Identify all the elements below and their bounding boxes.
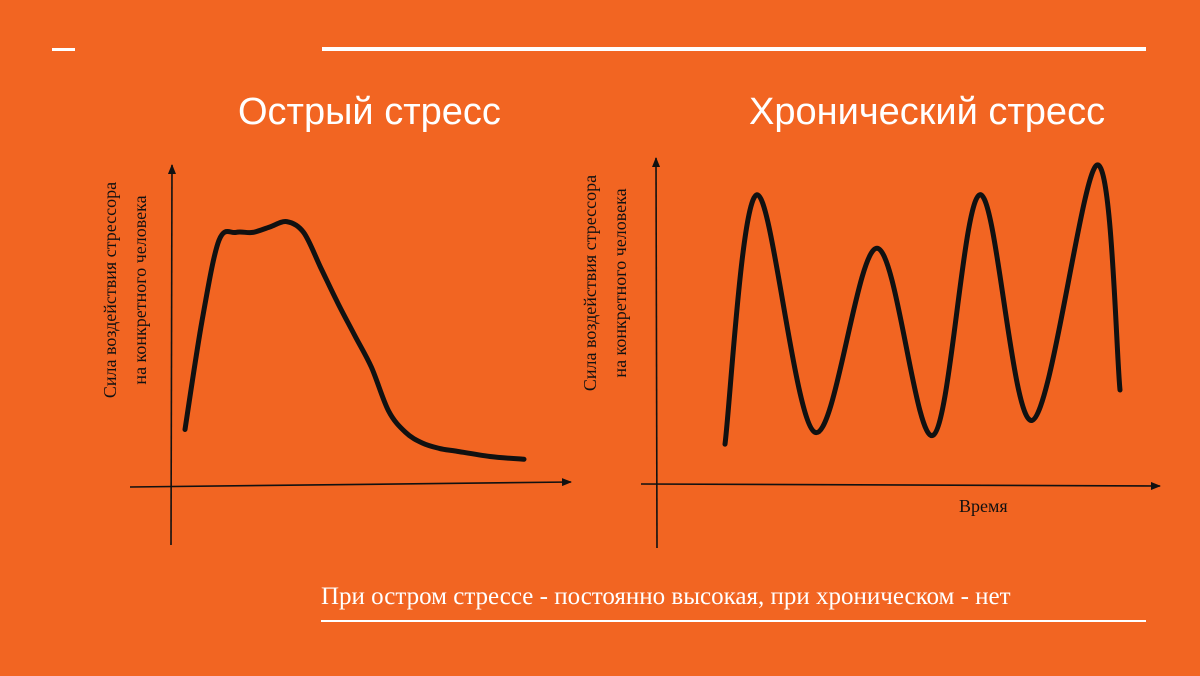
panel-title-chronic: Хронический стресс: [749, 91, 1106, 133]
chronic-x-axis: [640, 481, 1161, 490]
acute-x-axis: [129, 478, 572, 488]
footer-note: При остром стрессе - постоянно высокая, …: [321, 583, 1011, 610]
chronic-stress-curve: [722, 162, 1123, 447]
header-dash: [52, 48, 75, 51]
header-rule: [322, 47, 1146, 51]
acute-stress-curve: [182, 219, 527, 462]
panel-title-acute: Острый стресс: [238, 91, 501, 133]
chronic-y-axis: [652, 157, 661, 549]
x-axis-label-chronic: Время: [959, 496, 1008, 516]
acute-y-axis: [167, 164, 176, 546]
footer-rule: [321, 620, 1146, 622]
